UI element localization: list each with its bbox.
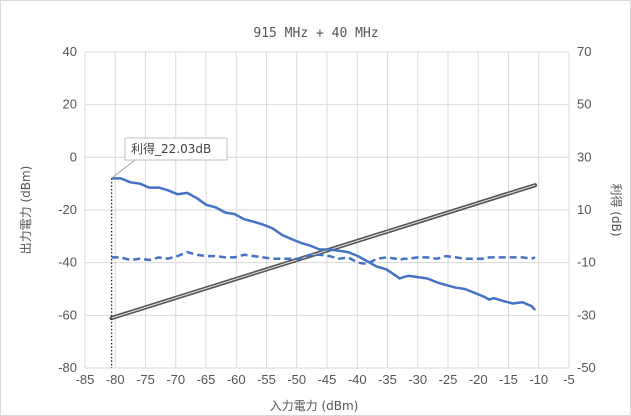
x-tick: -30	[408, 372, 427, 387]
y-tick-right: 10	[577, 202, 591, 217]
x-tick: -65	[197, 372, 216, 387]
y-tick-right: -50	[577, 360, 596, 375]
annotation: 利得_22.03dB	[110, 137, 228, 368]
series-line-0-highlight	[111, 184, 536, 319]
y-tick-right: 30	[577, 149, 591, 164]
x-tick: -50	[287, 372, 306, 387]
x-tick: -85	[76, 372, 95, 387]
x-tick: -35	[378, 372, 397, 387]
x-tick: -10	[529, 372, 548, 387]
y-tick-left: 0	[70, 149, 77, 164]
x-tick: -80	[106, 372, 125, 387]
y-tick-right: -30	[577, 307, 596, 322]
y-tick-right: 50	[577, 97, 591, 112]
x-tick: -5	[563, 372, 575, 387]
y-tick-left: 40	[63, 44, 77, 59]
x-tick: -70	[166, 372, 185, 387]
x-tick: -75	[136, 372, 155, 387]
y-axis-label-right: 利得 (dB)	[609, 183, 624, 236]
x-axis-label: 入力電力 (dBm)	[270, 399, 359, 413]
chart-title: 915 MHz + 40 MHz	[253, 26, 378, 41]
y-tick-left: -80	[58, 360, 77, 375]
y-tick-left: -60	[58, 307, 77, 322]
y-tick-left: -20	[58, 202, 77, 217]
annotation-label: 利得_22.03dB	[131, 141, 211, 156]
y-axis-label-left: 出力電力 (dBm)	[19, 166, 33, 255]
x-tick: -20	[469, 372, 488, 387]
y-tick-left: 20	[63, 97, 77, 112]
annotation-leader-line	[111, 159, 136, 179]
y-tick-left: -40	[58, 255, 77, 270]
y-tick-right: 70	[577, 44, 591, 59]
x-tick: -25	[439, 372, 458, 387]
series-line-1	[111, 177, 537, 311]
series	[109, 177, 538, 321]
x-tick: -55	[257, 372, 276, 387]
x-tick: -40	[348, 372, 367, 387]
annotation-box	[124, 137, 228, 161]
x-tick: -15	[499, 372, 518, 387]
y-tick-right: -10	[577, 255, 596, 270]
series-line-2	[111, 250, 536, 266]
grid	[84, 51, 570, 369]
x-tick: -45	[318, 372, 337, 387]
x-tick: -60	[227, 372, 246, 387]
